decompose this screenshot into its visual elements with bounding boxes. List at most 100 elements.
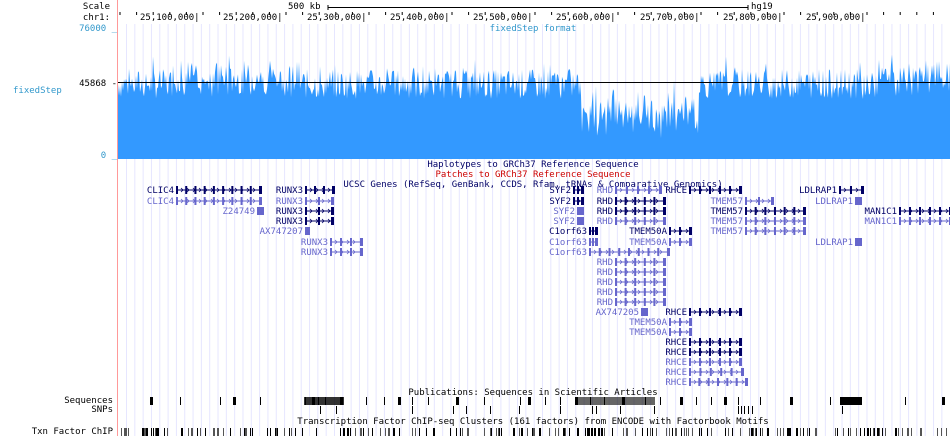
gene-model[interactable]: RUNX3 bbox=[301, 238, 363, 248]
gene-label[interactable]: RHD bbox=[597, 186, 613, 196]
gene-label[interactable]: RHD bbox=[597, 268, 613, 278]
gene-model[interactable]: TMEM57 bbox=[710, 197, 774, 207]
gene-label[interactable]: C1orf63 bbox=[549, 238, 587, 248]
gene-model[interactable]: SYF2 bbox=[553, 217, 584, 227]
gene-label[interactable]: C1orf63 bbox=[549, 248, 587, 258]
gene-model[interactable]: RHD bbox=[597, 278, 666, 288]
gene-label[interactable]: RHCE bbox=[665, 348, 687, 358]
snps-track-label[interactable]: SNPs bbox=[91, 405, 113, 415]
gene-label[interactable]: TMEM57 bbox=[710, 227, 743, 237]
gene-model[interactable]: RHCE bbox=[665, 308, 742, 318]
gene-model[interactable]: SYF2 bbox=[549, 197, 584, 207]
gene-model[interactable]: Z24749 bbox=[222, 207, 264, 217]
gene-model[interactable]: TMEM50A bbox=[629, 238, 692, 248]
gene-model[interactable]: C1orf63 bbox=[549, 227, 598, 237]
gene-label[interactable]: RHCE bbox=[665, 338, 687, 348]
gene-model[interactable]: RHCE bbox=[665, 186, 742, 196]
gene-model[interactable]: RHD bbox=[597, 298, 666, 308]
gene-model[interactable]: RHD bbox=[597, 186, 662, 196]
gene-model[interactable]: RHCE bbox=[665, 378, 748, 388]
gene-label[interactable]: LDLRAP1 bbox=[799, 186, 837, 196]
gene-label[interactable]: LDLRAP1 bbox=[815, 238, 853, 248]
gene-label[interactable]: RHD bbox=[597, 288, 613, 298]
gene-model[interactable]: TMEM50A bbox=[629, 227, 692, 237]
gene-model[interactable]: RHD bbox=[597, 258, 666, 268]
gene-label[interactable]: RHD bbox=[597, 207, 613, 217]
gene-model[interactable]: C1orf63 bbox=[549, 248, 670, 258]
gene-model[interactable]: RHD bbox=[597, 288, 666, 298]
gene-model[interactable]: LDLRAP1 bbox=[815, 238, 862, 248]
gene-model[interactable]: MAN1C1 bbox=[864, 217, 950, 227]
gene-label[interactable]: SYF2 bbox=[549, 186, 571, 196]
gene-model[interactable]: RUNX3 bbox=[276, 207, 334, 217]
gene-label[interactable]: RHCE bbox=[665, 186, 687, 196]
gene-label[interactable]: RUNX3 bbox=[276, 197, 303, 207]
signal-track-name[interactable]: fixedStep bbox=[13, 86, 62, 96]
gene-model[interactable]: SYF2 bbox=[549, 186, 584, 196]
fixedstep-signal-track[interactable]: 76000 _ 45868 - 0 _ fixedStep fixedStep … bbox=[13, 24, 950, 161]
gene-label[interactable]: C1orf63 bbox=[549, 227, 587, 237]
gene-model[interactable]: LDLRAP1 bbox=[815, 197, 862, 207]
patches-track-title[interactable]: Patches to GRCh37 Reference Sequence bbox=[435, 170, 630, 180]
gene-model[interactable]: LDLRAP1 bbox=[799, 186, 864, 196]
gene-model[interactable]: RHD bbox=[597, 207, 666, 217]
gene-label[interactable]: AX747207 bbox=[260, 227, 303, 237]
gene-label[interactable]: TMEM50A bbox=[629, 328, 668, 338]
gene-model[interactable]: C1orf63 bbox=[549, 238, 598, 248]
gene-label[interactable]: RHD bbox=[597, 278, 613, 288]
gene-label[interactable]: MAN1C1 bbox=[864, 207, 897, 217]
gene-label[interactable]: RHD bbox=[597, 217, 613, 227]
gene-label[interactable]: RUNX3 bbox=[276, 207, 303, 217]
gene-label[interactable]: TMEM50A bbox=[629, 318, 668, 328]
gene-model[interactable]: RUNX3 bbox=[276, 217, 334, 227]
gene-label[interactable]: RUNX3 bbox=[301, 238, 328, 248]
gene-label[interactable]: RHCE bbox=[665, 308, 687, 318]
gene-label[interactable]: Z24749 bbox=[222, 207, 255, 217]
gene-label[interactable]: SYF2 bbox=[553, 217, 575, 227]
gene-model[interactable]: RHD bbox=[597, 217, 666, 227]
gene-model[interactable]: RHCE bbox=[665, 338, 742, 348]
gene-label[interactable]: LDLRAP1 bbox=[815, 197, 853, 207]
gene-model[interactable]: TMEM50A bbox=[629, 318, 692, 328]
gene-label[interactable]: RHCE bbox=[665, 378, 687, 388]
gene-model[interactable]: TMEM57 bbox=[710, 227, 806, 237]
gene-model[interactable]: AX747205 bbox=[596, 308, 648, 318]
gene-label[interactable]: RHD bbox=[597, 258, 613, 268]
gene-model[interactable]: RHD bbox=[597, 197, 666, 207]
gene-model[interactable]: RHCE bbox=[665, 348, 742, 358]
gene-model[interactable]: RHD bbox=[597, 268, 666, 278]
gene-model[interactable]: TMEM57 bbox=[710, 207, 806, 217]
gene-label[interactable]: CLIC4 bbox=[147, 186, 174, 196]
gene-model[interactable]: CLIC4 bbox=[147, 197, 262, 207]
txn-factor-track-title[interactable]: Transcription Factor ChIP-seq Clusters (… bbox=[297, 417, 768, 427]
gene-label[interactable]: RHCE bbox=[665, 368, 687, 378]
gene-label[interactable]: TMEM50A bbox=[629, 238, 668, 248]
gene-label[interactable]: SYF2 bbox=[549, 197, 571, 207]
gene-label[interactable]: RHD bbox=[597, 298, 613, 308]
ucsc-genes-track[interactable]: CLIC4CLIC4Z24749RUNX3RUNX3RUNX3RUNX3AX74… bbox=[147, 186, 950, 388]
gene-model[interactable]: TMEM57 bbox=[710, 217, 806, 227]
gene-model[interactable]: SYF2 bbox=[553, 207, 584, 217]
sequences-track-label[interactable]: Sequences bbox=[64, 396, 113, 406]
gene-label[interactable]: RUNX3 bbox=[276, 186, 303, 196]
gene-label[interactable]: TMEM57 bbox=[710, 197, 743, 207]
ucsc-genes-track-title[interactable]: UCSC Genes (RefSeq, GenBank, CCDS, Rfam,… bbox=[343, 180, 722, 190]
gene-label[interactable]: TMEM57 bbox=[710, 217, 743, 227]
txn-factor-track-label[interactable]: Txn Factor ChIP bbox=[32, 427, 114, 436]
gene-model[interactable]: CLIC4 bbox=[147, 186, 262, 196]
gene-label[interactable]: SYF2 bbox=[553, 207, 575, 217]
base-position-ruler[interactable]: Scale chr1: 500 kb hg19 25,100,000| 25,2… bbox=[83, 0, 934, 23]
gene-model[interactable]: RUNX3 bbox=[301, 248, 363, 258]
gene-label[interactable]: TMEM57 bbox=[710, 207, 743, 217]
gene-model[interactable]: MAN1C1 bbox=[864, 207, 950, 217]
gene-model[interactable]: RHCE bbox=[665, 358, 742, 368]
gene-label[interactable]: RHCE bbox=[665, 358, 687, 368]
gene-model[interactable]: RHCE bbox=[665, 368, 744, 378]
gene-model[interactable]: TMEM50A bbox=[629, 328, 692, 338]
publications-track-title[interactable]: Publications: Sequences in Scientific Ar… bbox=[408, 388, 657, 398]
gene-model[interactable]: RUNX3 bbox=[276, 197, 334, 207]
gene-label[interactable]: RHD bbox=[597, 197, 613, 207]
gene-label[interactable]: RUNX3 bbox=[276, 217, 303, 227]
gene-label[interactable]: TMEM50A bbox=[629, 227, 668, 237]
